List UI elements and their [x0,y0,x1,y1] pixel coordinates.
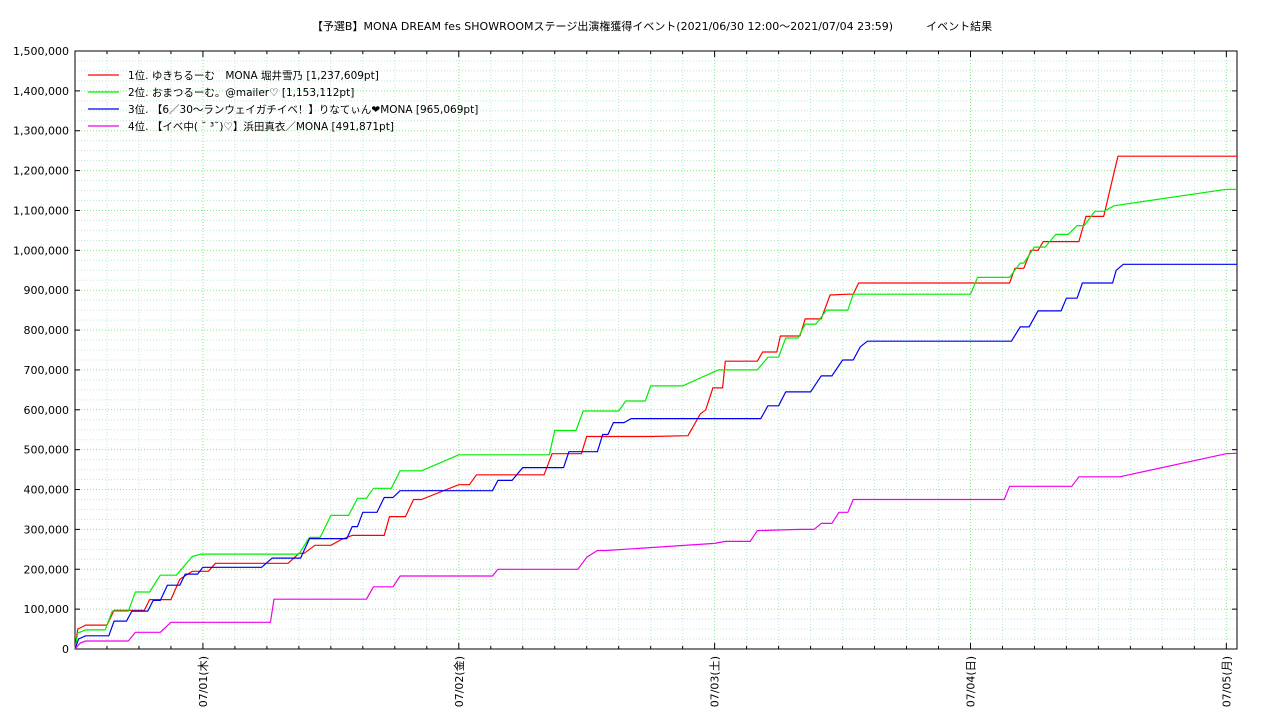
y-tick-label: 800,000 [24,324,70,337]
x-tick-label: 07/02(金) [452,656,466,707]
y-tick-label: 600,000 [24,404,70,417]
series-line-1 [74,155,1237,650]
legend-label-2: 2位. おまつるーむ。@mailer♡ [1,153,112pt] [128,86,354,99]
grid-lines [75,51,1237,649]
legend-label-1: 1位. ゆきちるーむ MONA 堀井雪乃 [1,237,609pt] [128,69,379,82]
x-tick-label: 07/04(日) [964,656,977,707]
y-tick-label: 700,000 [24,364,70,377]
axes: 0 100,000 200,000 300,000 400,000 500,000 600,… [13,45,1238,707]
y-tick-label: 1,100,000 [13,204,69,217]
y-tick-label: 200,000 [24,563,70,576]
series-line-2 [74,188,1237,650]
legend-label-4: 4位. 【イベ中( ˘ ³˘)♡】浜田真衣／MONA [491,871pt] [128,120,394,133]
x-tick-label: 07/03(土) [709,656,722,707]
y-tick-label: 1,000,000 [13,244,69,257]
chart-title: 【予選B】MONA DREAM fes SHOWROOMステージ出演権獲得イベン… [312,19,992,33]
x-tick-label: 07/01(木) [197,656,210,707]
y-tick-label: 0 [62,643,69,656]
series-lines [74,155,1238,650]
plot-frame [74,50,1238,650]
y-tick-label: 100,000 [24,603,70,616]
y-tick-label: 300,000 [24,523,70,536]
legend: 1位. ゆきちるーむ MONA 堀井雪乃 [1,237,609pt] 2位. おま… [88,69,478,133]
y-tick-label: 900,000 [24,284,70,297]
y-tick-label: 1,400,000 [13,85,69,98]
series-line-3 [74,263,1237,650]
legend-label-3: 3位. 【6／30〜ランウェイガチイベ！】りなてぃん❤MONA [965,069… [128,103,478,116]
series-line-4 [74,452,1238,650]
y-tick-label: 1,500,000 [13,45,69,58]
y-tick-label: 1,200,000 [13,165,69,178]
y-tick-label: 400,000 [24,484,70,497]
x-tick-label: 07/05(月) [1220,656,1233,707]
y-tick-label: 1,300,000 [13,125,69,138]
y-tick-label: 500,000 [24,444,70,457]
